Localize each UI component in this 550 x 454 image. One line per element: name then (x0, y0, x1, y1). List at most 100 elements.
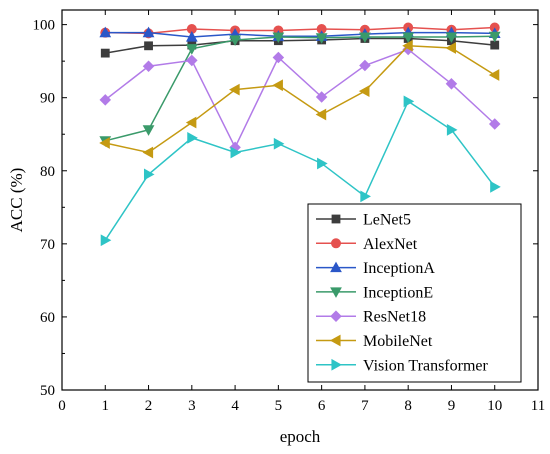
data-point (488, 69, 500, 81)
x-tick-label: 9 (448, 398, 456, 414)
x-axis-ticks: 0 1 2 3 4 5 6 7 8 9 10 11 (58, 10, 545, 414)
legend-item: ResNet18 (316, 309, 426, 326)
series-line (105, 35, 495, 142)
series-vision-transformer (100, 95, 501, 247)
data-point (315, 91, 328, 103)
data-point (142, 26, 155, 38)
x-tick-label: 4 (231, 398, 239, 414)
data-point (445, 42, 457, 54)
legend-marker (331, 358, 343, 371)
data-point (315, 33, 328, 44)
legend-marker (330, 287, 342, 298)
legend: LeNet5 AlexNet InceptionA InceptionE ResNet1… (307, 203, 522, 383)
data-point (229, 35, 241, 46)
series-line (105, 31, 495, 38)
legend-box (307, 203, 522, 383)
data-point (143, 168, 155, 181)
y-axis-ticks: 50 60 70 80 90 100 (33, 18, 538, 399)
series-line (104, 100, 496, 241)
legend-item: Vision Transformer (316, 357, 488, 374)
plot-frame (61, 9, 539, 391)
series-line (104, 48, 496, 150)
legend-label: LeNet5 (363, 212, 411, 229)
data-point (99, 137, 110, 149)
x-axis-label: epoch (280, 427, 321, 446)
data-point (402, 32, 415, 44)
data-point (185, 31, 198, 42)
data-point (187, 132, 198, 144)
legend-label: ResNet18 (363, 309, 426, 326)
y-tick-label: 100 (33, 18, 56, 34)
x-tick-label: 1 (102, 398, 110, 414)
x-tick-label: 3 (188, 398, 196, 414)
data-point (99, 94, 112, 106)
data-point (144, 41, 153, 51)
data-point (185, 44, 198, 55)
data-point (99, 26, 112, 38)
x-tick-label: 7 (361, 398, 369, 414)
series-line (105, 37, 495, 54)
data-point (272, 32, 285, 44)
data-point (100, 234, 112, 247)
legend-label: InceptionE (363, 284, 433, 301)
series-inceptione (99, 31, 501, 147)
data-point (100, 48, 110, 58)
legend-marker (330, 261, 342, 273)
data-point (315, 108, 327, 121)
legend-item: InceptionA (316, 260, 435, 277)
y-tick-label: 50 (40, 383, 55, 399)
y-axis-label: ACC (%) (7, 168, 26, 233)
x-tick-label: 5 (275, 398, 283, 414)
data-point (445, 78, 458, 90)
series-mobilenet (99, 39, 500, 159)
y-tick-label: 70 (40, 237, 55, 253)
data-point (317, 157, 328, 170)
data-point (359, 32, 371, 44)
y-tick-label: 60 (40, 310, 55, 326)
series-line (105, 45, 496, 154)
legend-label: Vision Transformer (363, 357, 488, 374)
data-point (142, 125, 155, 136)
legend-marker (331, 214, 341, 224)
data-point (230, 146, 242, 159)
data-point (185, 116, 197, 129)
data-point (488, 31, 501, 43)
data-point (273, 137, 285, 150)
data-point (229, 83, 240, 96)
x-tick-label: 0 (58, 398, 66, 414)
legend-item: AlexNet (316, 236, 418, 253)
y-tick-label: 90 (40, 91, 55, 107)
data-point (358, 85, 370, 97)
data-point (402, 39, 413, 52)
legend-label: MobileNet (363, 333, 433, 350)
x-tick-label: 10 (487, 398, 502, 414)
data-point (446, 123, 458, 136)
data-point (360, 190, 371, 203)
data-point (445, 32, 458, 44)
data-point (359, 59, 371, 72)
legend-marker (329, 334, 341, 347)
data-point (490, 180, 501, 193)
x-tick-label: 11 (531, 398, 545, 414)
x-tick-label: 8 (404, 398, 412, 414)
x-tick-label: 6 (318, 398, 326, 414)
data-point (403, 95, 415, 108)
legend-item: LeNet5 (316, 212, 411, 229)
data-point (488, 118, 501, 130)
data-point (142, 60, 155, 73)
series-line (105, 26, 495, 35)
legend-label: InceptionA (363, 260, 435, 277)
x-tick-label: 2 (145, 398, 153, 414)
data-point (142, 146, 154, 159)
data-point (272, 79, 283, 92)
series-layer (99, 22, 501, 247)
legend-item: InceptionE (316, 284, 433, 301)
data-point (186, 54, 198, 67)
data-point (272, 51, 285, 64)
series-resnet18 (99, 43, 501, 154)
legend-marker (330, 310, 342, 322)
y-tick-label: 80 (40, 164, 55, 180)
legend-marker (330, 238, 341, 249)
legend-item: MobileNet (316, 333, 433, 350)
